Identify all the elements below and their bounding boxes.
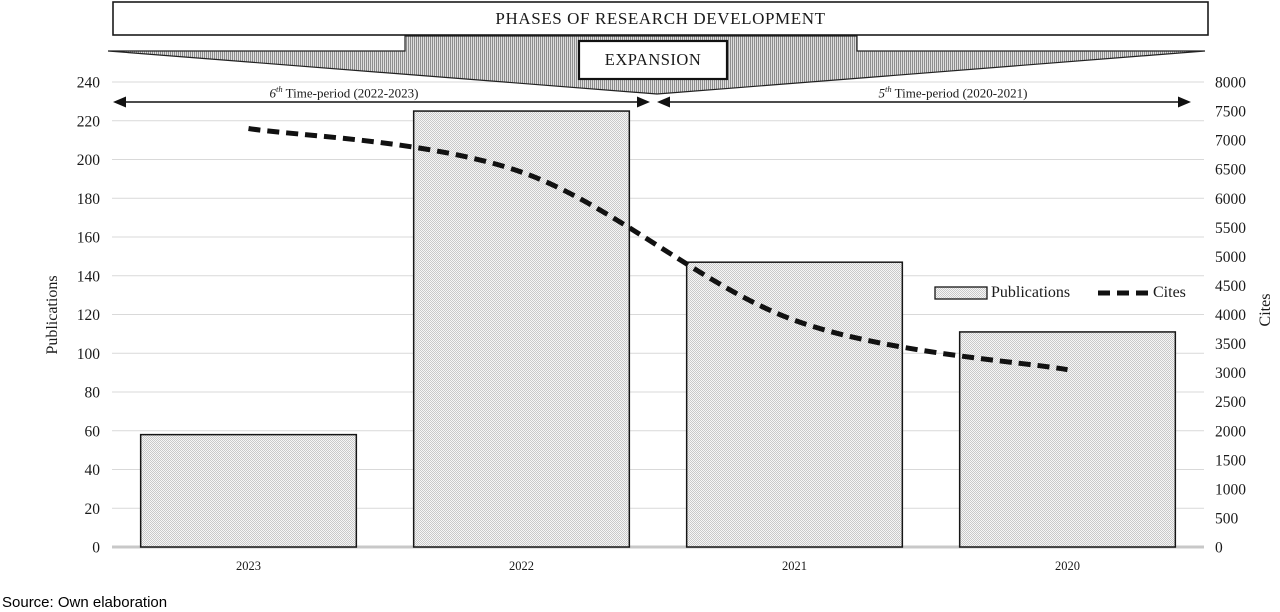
bar-2021 bbox=[685, 261, 904, 548]
y-tick-right: 4000 bbox=[1215, 307, 1246, 324]
y-tick-right: 2500 bbox=[1215, 394, 1246, 411]
arrowhead-icon bbox=[637, 96, 650, 108]
arrowhead-icon bbox=[657, 96, 670, 108]
y-tick-right: 5000 bbox=[1215, 249, 1246, 266]
x-tick-label: 2022 bbox=[509, 559, 534, 573]
phases-banner bbox=[107, 1, 1209, 108]
legend-label-cites: Cites bbox=[1153, 284, 1186, 301]
period-ordinal-suffix: th bbox=[276, 84, 283, 94]
expansion-box bbox=[577, 39, 729, 81]
x-tick-label: 2020 bbox=[1055, 559, 1080, 573]
y-tick-left: 80 bbox=[85, 385, 101, 402]
legend bbox=[934, 286, 1148, 300]
banner-title-box bbox=[112, 1, 1209, 36]
bar-2022 bbox=[412, 110, 631, 548]
legend-publications-swatch bbox=[934, 286, 988, 300]
cites-line bbox=[248, 126, 1068, 373]
period-arrow-right bbox=[657, 96, 1191, 108]
axis-tick-labels: 0 20 40 60 80 100 120 140 160 180 200 220 240 0 500 100… bbox=[77, 75, 1247, 574]
legend-label-publications: Publications bbox=[991, 284, 1071, 301]
y-tick-left: 100 bbox=[77, 346, 101, 363]
x-tick-label: 2021 bbox=[782, 559, 807, 573]
y-tick-right: 6500 bbox=[1215, 162, 1246, 179]
arrowhead-icon bbox=[113, 96, 126, 108]
y-tick-right: 7000 bbox=[1215, 133, 1246, 150]
y-tick-right: 3500 bbox=[1215, 336, 1246, 353]
y-tick-left: 200 bbox=[77, 152, 101, 169]
y-tick-right: 4500 bbox=[1215, 278, 1246, 295]
banner-title: PHASES OF RESEARCH DEVELOPMENT bbox=[495, 8, 826, 28]
y-tick-left: 180 bbox=[77, 191, 101, 208]
y-axis-title-cites: Cites bbox=[1257, 293, 1274, 327]
cites-dashed-line bbox=[248, 126, 1068, 373]
y-tick-left: 40 bbox=[85, 462, 101, 479]
period-arrow-left bbox=[113, 96, 650, 108]
publications-bars bbox=[139, 110, 1177, 548]
arrowhead-icon bbox=[1178, 96, 1191, 108]
y-tick-left: 0 bbox=[92, 540, 100, 557]
period-label-6th: 6th Time-period (2022-2023) bbox=[270, 84, 419, 101]
period-number: 6 bbox=[269, 85, 277, 101]
period-number: 5 bbox=[878, 85, 886, 101]
y-tick-left: 220 bbox=[77, 113, 101, 130]
y-tick-right: 5500 bbox=[1215, 220, 1246, 237]
expansion-label: EXPANSION bbox=[604, 50, 702, 69]
y-tick-right: 1500 bbox=[1215, 452, 1246, 469]
y-tick-right: 500 bbox=[1215, 510, 1239, 527]
y-tick-right: 8000 bbox=[1215, 75, 1246, 92]
y-tick-right: 3000 bbox=[1215, 365, 1246, 382]
period-label-5th: 5th Time-period (2020-2021) bbox=[879, 84, 1028, 101]
y-tick-left: 20 bbox=[85, 501, 101, 518]
y-tick-left: 240 bbox=[77, 75, 101, 92]
y-tick-right: 1000 bbox=[1215, 481, 1246, 498]
bar-2023 bbox=[139, 433, 358, 548]
y-tick-right: 2000 bbox=[1215, 423, 1246, 440]
y-tick-right: 0 bbox=[1215, 540, 1223, 557]
period-ordinal-suffix: th bbox=[885, 84, 892, 94]
y-tick-left: 140 bbox=[77, 268, 101, 285]
period-text: Time-period (2022-2023) bbox=[282, 85, 419, 101]
source-note: Source: Own elaboration bbox=[2, 594, 168, 611]
bar-2020 bbox=[958, 331, 1177, 548]
y-tick-left: 60 bbox=[85, 423, 101, 440]
y-tick-left: 120 bbox=[77, 307, 101, 324]
y-tick-left: 160 bbox=[77, 230, 101, 247]
period-text: Time-period (2020-2021) bbox=[891, 85, 1028, 101]
y-tick-right: 7500 bbox=[1215, 104, 1246, 121]
y-axis-title-publications: Publications bbox=[44, 275, 61, 355]
x-tick-label: 2023 bbox=[236, 559, 261, 573]
y-tick-right: 6000 bbox=[1215, 191, 1246, 208]
